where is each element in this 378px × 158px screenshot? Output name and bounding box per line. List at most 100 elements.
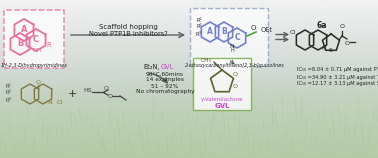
Point — [282, 132, 288, 135]
Point — [66, 92, 72, 94]
Point — [335, 140, 341, 143]
Point — [88, 36, 94, 39]
Point — [56, 75, 62, 78]
Point — [364, 122, 370, 125]
Point — [271, 16, 277, 18]
Point — [206, 29, 212, 32]
Point — [84, 127, 90, 129]
Point — [54, 79, 60, 81]
Point — [246, 54, 252, 57]
Point — [335, 148, 341, 151]
Point — [91, 107, 97, 109]
Point — [182, 37, 188, 40]
Point — [278, 77, 284, 80]
Point — [26, 145, 32, 148]
Point — [241, 123, 247, 126]
Point — [208, 66, 214, 69]
Point — [185, 151, 191, 154]
Point — [5, 14, 11, 17]
Point — [129, 116, 135, 118]
Point — [274, 27, 280, 29]
Point — [187, 56, 193, 59]
Point — [135, 127, 141, 130]
Bar — [0, 135, 378, 136]
Point — [19, 73, 25, 76]
Point — [158, 63, 164, 65]
Point — [321, 12, 327, 15]
Point — [111, 107, 117, 110]
Point — [195, 15, 201, 17]
Point — [217, 15, 223, 18]
Point — [90, 43, 96, 46]
Point — [163, 52, 169, 55]
Point — [83, 130, 89, 132]
Point — [328, 61, 335, 63]
Point — [259, 30, 265, 32]
Point — [297, 47, 304, 50]
Point — [362, 59, 368, 61]
Point — [179, 123, 185, 126]
Point — [333, 114, 339, 116]
Point — [180, 13, 186, 15]
Point — [139, 63, 145, 65]
Point — [158, 131, 164, 134]
Point — [55, 13, 61, 16]
Point — [248, 43, 254, 45]
Point — [46, 118, 53, 120]
Point — [0, 111, 5, 113]
Point — [18, 155, 24, 158]
Point — [351, 47, 357, 50]
Point — [302, 15, 308, 18]
Point — [28, 131, 34, 133]
Point — [237, 5, 243, 8]
Point — [120, 78, 126, 81]
Point — [267, 44, 273, 46]
Point — [270, 63, 276, 66]
Point — [154, 156, 160, 158]
Bar — [0, 98, 378, 99]
Point — [249, 123, 256, 126]
Point — [105, 107, 111, 109]
Bar — [0, 70, 378, 71]
Point — [63, 117, 69, 120]
Point — [169, 91, 175, 93]
Point — [110, 114, 116, 116]
Point — [90, 135, 96, 138]
Point — [50, 27, 56, 29]
Bar — [0, 67, 378, 68]
Bar — [0, 85, 378, 86]
Text: 14 examples: 14 examples — [146, 78, 184, 82]
Point — [243, 5, 249, 7]
Bar — [0, 61, 378, 62]
Point — [217, 27, 223, 29]
Point — [354, 154, 360, 156]
Bar — [0, 48, 378, 49]
Point — [198, 97, 204, 100]
Point — [290, 3, 296, 6]
Point — [243, 77, 249, 79]
Bar — [0, 12, 378, 13]
Bar — [0, 47, 378, 48]
Point — [83, 134, 89, 137]
Point — [166, 52, 172, 54]
Point — [12, 101, 18, 103]
Point — [108, 142, 114, 144]
Point — [355, 0, 361, 2]
Point — [363, 18, 369, 21]
Point — [339, 1, 345, 3]
Point — [85, 10, 91, 13]
Point — [73, 13, 79, 16]
Point — [39, 91, 45, 93]
Point — [254, 156, 260, 158]
Point — [113, 121, 119, 123]
Point — [304, 81, 310, 84]
Point — [82, 21, 88, 24]
Point — [337, 33, 343, 36]
Bar — [0, 23, 378, 24]
Bar — [0, 149, 378, 150]
Point — [75, 37, 81, 39]
Point — [212, 107, 218, 109]
Point — [192, 143, 198, 146]
Point — [204, 38, 211, 40]
Bar — [0, 33, 378, 34]
